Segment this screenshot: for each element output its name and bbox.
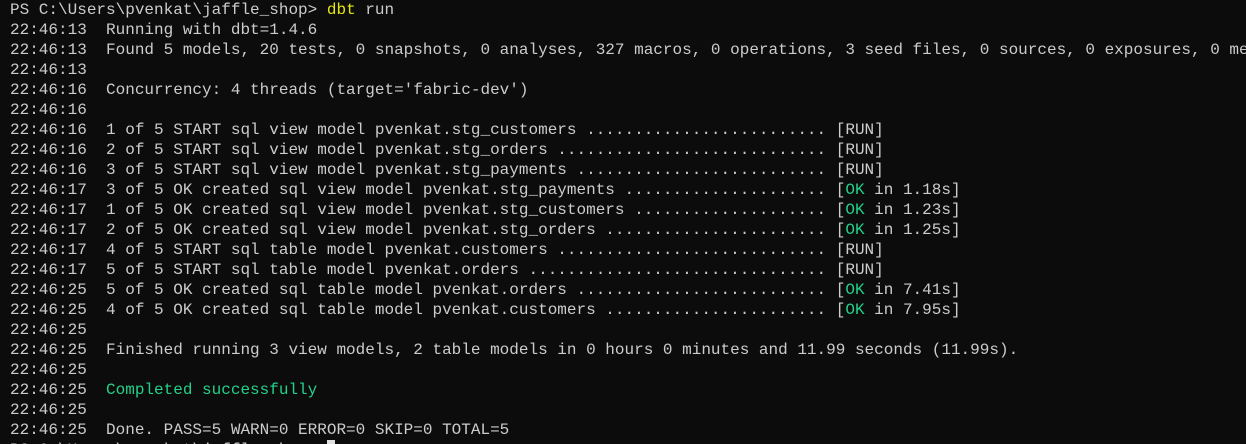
- terminal-line: 22:46:16: [10, 100, 1246, 120]
- output-text: 22:46:16 3 of 5 START sql view model pve…: [10, 161, 884, 179]
- highlighted-text: OK: [845, 181, 865, 199]
- output-text: run: [355, 1, 395, 19]
- highlighted-text: Completed successfully: [106, 381, 318, 399]
- terminal-line: 22:46:25 Finished running 3 view models,…: [10, 340, 1246, 360]
- output-text: 22:46:17 3 of 5 OK created sql view mode…: [10, 181, 846, 199]
- terminal-line: 22:46:17 2 of 5 OK created sql view mode…: [10, 220, 1246, 240]
- highlighted-text: OK: [845, 281, 865, 299]
- output-text: 22:46:13 Running with dbt=1.4.6: [10, 21, 318, 39]
- highlighted-text: dbt: [326, 1, 356, 19]
- terminal-line: 22:46:25 5 of 5 OK created sql table mod…: [10, 280, 1246, 300]
- terminal-line: PS C:\Users\pvenkat\jaffle_shop> dbt run: [10, 0, 1246, 20]
- output-text: 22:46:25: [10, 361, 87, 379]
- output-text: 22:46:17 5 of 5 START sql table model pv…: [10, 261, 884, 279]
- cursor: [326, 440, 335, 444]
- output-text: 22:46:17 1 of 5 OK created sql view mode…: [10, 201, 846, 219]
- terminal-line: 22:46:17 4 of 5 START sql table model pv…: [10, 240, 1246, 260]
- output-text: 22:46:16 1 of 5 START sql view model pve…: [10, 121, 884, 139]
- output-text: 22:46:25: [10, 401, 87, 419]
- terminal-line: 22:46:17 3 of 5 OK created sql view mode…: [10, 180, 1246, 200]
- output-text: 22:46:25 4 of 5 OK created sql table mod…: [10, 301, 846, 319]
- output-text: 22:46:25: [10, 381, 107, 399]
- terminal-line: 22:46:17 1 of 5 OK created sql view mode…: [10, 200, 1246, 220]
- terminal-line: 22:46:13 Found 5 models, 20 tests, 0 sna…: [10, 40, 1246, 60]
- highlighted-text: OK: [845, 201, 865, 219]
- output-text: 22:46:16 2 of 5 START sql view model pve…: [10, 141, 884, 159]
- output-text: 22:46:16 Concurrency: 4 threads (target=…: [10, 81, 529, 99]
- output-text: 22:46:25: [10, 321, 87, 339]
- terminal-line: 22:46:16 1 of 5 START sql view model pve…: [10, 120, 1246, 140]
- output-text: 22:46:25 Done. PASS=5 WARN=0 ERROR=0 SKI…: [10, 421, 510, 439]
- output-text: PS C:\Users\pvenkat\jaffle_shop>: [10, 1, 327, 19]
- output-text: 22:46:16: [10, 101, 87, 119]
- terminal-line: 22:46:16 3 of 5 START sql view model pve…: [10, 160, 1246, 180]
- output-text: in 1.25s]: [864, 221, 961, 239]
- terminal-line: 22:46:16 Concurrency: 4 threads (target=…: [10, 80, 1246, 100]
- output-text: 22:46:25 Finished running 3 view models,…: [10, 341, 1019, 359]
- output-text: 22:46:17 2 of 5 OK created sql view mode…: [10, 221, 846, 239]
- output-text: in 7.41s]: [864, 281, 961, 299]
- output-text: in 1.23s]: [864, 201, 961, 219]
- output-text: 22:46:13: [10, 61, 87, 79]
- terminal-line: 22:46:16 2 of 5 START sql view model pve…: [10, 140, 1246, 160]
- terminal-line: 22:46:25 Done. PASS=5 WARN=0 ERROR=0 SKI…: [10, 420, 1246, 440]
- output-text: PS C:\Users\pvenkat\jaffle_shop>: [10, 441, 327, 444]
- terminal-line: 22:46:25: [10, 400, 1246, 420]
- output-text: in 7.95s]: [864, 301, 961, 319]
- highlighted-text: OK: [845, 221, 865, 239]
- terminal-line: 22:46:13: [10, 60, 1246, 80]
- terminal-line: 22:46:25: [10, 320, 1246, 340]
- output-text: in 1.18s]: [864, 181, 961, 199]
- terminal-line: 22:46:25: [10, 360, 1246, 380]
- terminal-line: 22:46:13 Running with dbt=1.4.6: [10, 20, 1246, 40]
- output-text: 22:46:25 5 of 5 OK created sql table mod…: [10, 281, 846, 299]
- terminal-line: 22:46:17 5 of 5 START sql table model pv…: [10, 260, 1246, 280]
- terminal-line: 22:46:25 Completed successfully: [10, 380, 1246, 400]
- output-text: 22:46:17 4 of 5 START sql table model pv…: [10, 241, 884, 259]
- highlighted-text: OK: [845, 301, 865, 319]
- terminal-line: 22:46:25 4 of 5 OK created sql table mod…: [10, 300, 1246, 320]
- output-text: 22:46:13 Found 5 models, 20 tests, 0 sna…: [10, 41, 1246, 59]
- terminal-line: PS C:\Users\pvenkat\jaffle_shop>: [10, 440, 1246, 444]
